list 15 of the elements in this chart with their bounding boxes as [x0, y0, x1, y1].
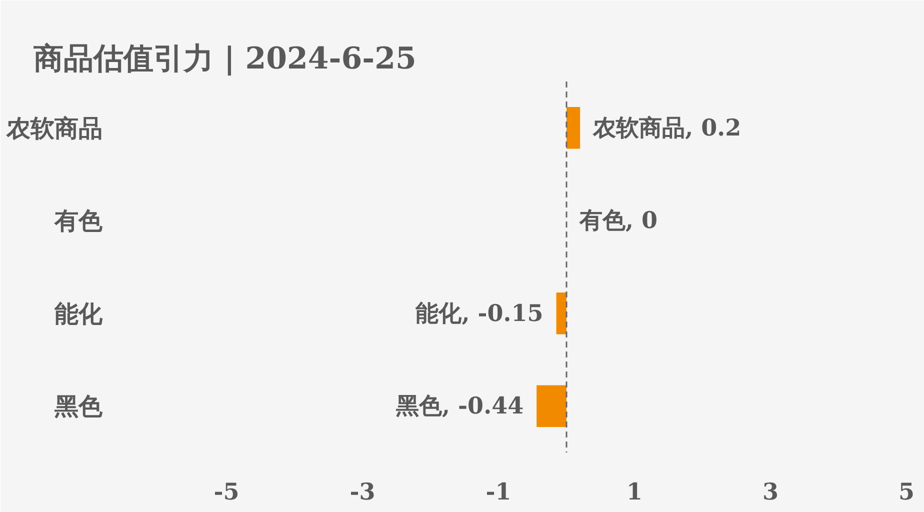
y-tick-label: 能化 [54, 298, 104, 328]
data-label: 农软商品, 0.2 [592, 114, 742, 142]
data-label: 能化, -0.15 [416, 300, 544, 327]
x-tick-label: 5 [898, 478, 915, 506]
x-tick-label: 1 [626, 478, 643, 506]
x-tick-label: -5 [214, 478, 240, 506]
y-tick-label: 农软商品 [6, 113, 102, 142]
x-tick-label: -1 [486, 478, 512, 506]
chart-title: 商品估值引力 | 2024-6-25 [34, 42, 416, 76]
y-tick-label: 黑色 [54, 392, 104, 421]
data-label: 黑色, -0.44 [395, 392, 524, 420]
y-tick-label: 有色 [54, 206, 104, 236]
x-tick-label: -3 [350, 478, 376, 506]
data-label: 有色, 0 [578, 207, 658, 234]
x-tick-label: 3 [762, 478, 779, 506]
